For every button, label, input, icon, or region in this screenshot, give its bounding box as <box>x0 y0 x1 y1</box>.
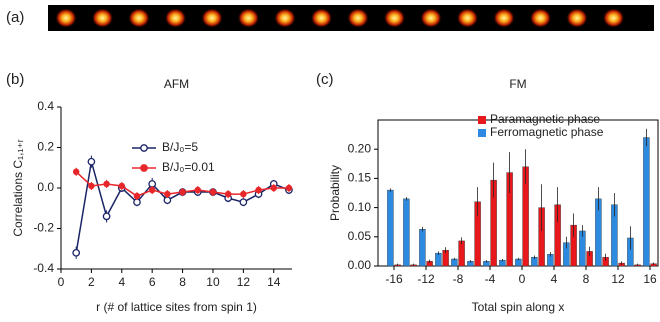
y-tick-label: -0.2 <box>33 221 54 235</box>
ion <box>420 8 442 28</box>
ion <box>530 8 552 28</box>
legend-marker <box>141 165 147 171</box>
x-tick-label: 8 <box>179 275 186 289</box>
ion <box>384 8 406 28</box>
y-tick-label: 0.20 <box>348 141 372 155</box>
x-tick-label: 12 <box>611 272 625 286</box>
legend-marker <box>141 145 147 151</box>
panel-label: (c) <box>316 71 334 88</box>
data-point <box>134 194 139 199</box>
data-point <box>180 189 185 194</box>
bar <box>435 253 441 266</box>
data-point <box>241 191 246 196</box>
ion <box>201 8 223 28</box>
x-tick-label: 8 <box>583 272 590 286</box>
ion <box>493 8 515 28</box>
data-point <box>89 183 94 188</box>
y-tick-label: 0.10 <box>348 200 372 214</box>
ion <box>311 8 333 28</box>
chart-title: FM <box>509 77 526 91</box>
panel-label: (a) <box>6 9 24 26</box>
legend-swatch <box>478 129 486 137</box>
x-tick-label: 16 <box>643 272 657 286</box>
y-tick-label: 0.05 <box>348 229 372 243</box>
legend-label: Paramagnetic phase <box>490 112 600 126</box>
ion <box>165 8 187 28</box>
data-point <box>271 185 276 190</box>
ion <box>347 8 369 28</box>
bar <box>387 190 393 266</box>
ion <box>457 8 479 28</box>
x-tick-label: 4 <box>551 272 558 286</box>
data-point <box>73 250 79 256</box>
x-tick-label: -12 <box>417 272 435 286</box>
y-tick-label: 0.00 <box>348 258 372 272</box>
y-axis-label: Correlations C₁,₁₊ᵣ <box>11 139 25 236</box>
data-point <box>103 213 109 219</box>
x-axis-label: Total spin along x <box>472 300 565 314</box>
bar <box>459 241 465 266</box>
data-point <box>74 169 79 174</box>
x-axis-label: r (# of lattice sites from spin 1) <box>96 300 257 314</box>
ion-image <box>48 5 654 31</box>
x-tick-label: -16 <box>385 272 403 286</box>
figure: (a) (b) AFM r (# of lattice sites from spi… <box>0 0 660 322</box>
ion <box>92 8 114 28</box>
chart-title: AFM <box>164 77 189 91</box>
legend-label: B/J₀=0.01 <box>162 160 215 174</box>
data-point <box>210 189 215 194</box>
y-tick-label: 0.0 <box>37 180 54 194</box>
panel-label: (b) <box>6 71 24 88</box>
bar <box>643 138 649 266</box>
y-tick-label: 0.2 <box>37 140 54 154</box>
data-point <box>240 199 246 205</box>
data-point <box>286 185 291 190</box>
y-tick-label: -0.4 <box>33 261 54 275</box>
ion <box>603 8 625 28</box>
y-tick-label: 0.4 <box>37 99 54 113</box>
data-point <box>150 187 155 192</box>
ion <box>128 8 150 28</box>
legend-label: Ferromagnetic phase <box>490 125 604 139</box>
x-tick-label: -4 <box>485 272 496 286</box>
x-tick-label: 12 <box>237 275 251 289</box>
data-point <box>195 187 200 192</box>
ion <box>274 8 296 28</box>
data-point <box>165 191 170 196</box>
series-line <box>76 162 289 253</box>
legend-label: B/J₀=5 <box>162 140 198 154</box>
data-point <box>88 158 94 164</box>
bar <box>419 229 425 266</box>
bar <box>403 199 409 266</box>
x-tick-label: 2 <box>88 275 95 289</box>
data-point <box>256 187 261 192</box>
y-tick-label: 0.15 <box>348 171 372 185</box>
x-tick-label: 10 <box>206 275 220 289</box>
x-tick-label: 14 <box>267 275 281 289</box>
x-tick-label: -8 <box>453 272 464 286</box>
ion <box>566 8 588 28</box>
legend-swatch <box>478 116 486 124</box>
data-point <box>226 191 231 196</box>
data-point <box>104 181 109 186</box>
y-axis-label: Probability <box>328 165 342 221</box>
x-tick-label: 4 <box>118 275 125 289</box>
data-point <box>119 183 124 188</box>
x-tick-label: 0 <box>58 275 65 289</box>
ion <box>238 8 260 28</box>
x-tick-label: 6 <box>149 275 156 289</box>
ion <box>55 8 77 28</box>
x-tick-label: 0 <box>519 272 526 286</box>
